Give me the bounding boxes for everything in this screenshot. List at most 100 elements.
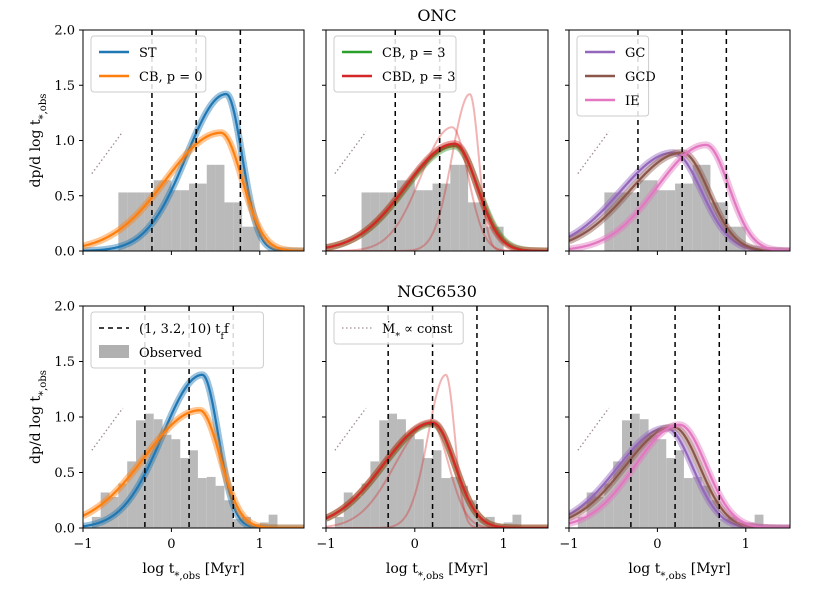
histogram-bar	[91, 516, 101, 528]
histogram-bar	[361, 483, 371, 528]
histogram-bar	[441, 183, 451, 251]
row-title: NGC6530	[397, 282, 477, 301]
model-curve-ie	[569, 423, 790, 528]
histogram-bar	[666, 458, 676, 528]
y-tick-label: 1.0	[54, 411, 75, 426]
histogram-bar	[136, 420, 145, 528]
histogram-bar	[692, 164, 702, 251]
legend-frame	[333, 311, 464, 345]
histogram-bar	[683, 478, 693, 528]
legend-label: GCD	[625, 70, 656, 85]
y-tick-label: 2.0	[54, 24, 75, 39]
const-accretion-line	[334, 407, 367, 451]
histogram-bar	[127, 192, 137, 251]
histogram-bar	[414, 439, 424, 528]
histogram-bar	[352, 496, 362, 528]
histogram-bar	[503, 522, 513, 528]
histogram-bar	[215, 485, 225, 528]
model-curve-ie	[569, 143, 790, 251]
x-tick-label: 1	[499, 537, 507, 552]
histogram-bar	[754, 514, 764, 528]
histogram-bar	[268, 514, 278, 528]
legend-label: ST	[139, 46, 157, 61]
plot-area	[569, 306, 790, 528]
histogram-bar	[153, 419, 163, 528]
y-tick-label: 2.0	[54, 300, 75, 315]
histogram-bar	[692, 476, 702, 528]
histogram-bar	[171, 439, 181, 528]
x-axis-label: log t*,obs [Myr]	[628, 561, 730, 582]
histogram-bar	[180, 458, 190, 528]
x-axis-label: log t*,obs [Myr]	[142, 561, 244, 582]
histogram-bar	[379, 192, 389, 251]
x-axis-label: log t*,obs [Myr]	[386, 561, 488, 582]
y-axis-label: dp/d log t*,obs	[28, 94, 49, 188]
histogram-bar	[388, 192, 398, 251]
const-accretion-line	[577, 131, 610, 175]
x-tick-label: 1	[742, 537, 750, 552]
histogram-bar	[485, 516, 495, 528]
histogram-bar	[423, 190, 433, 251]
x-tick-label: 0	[167, 537, 175, 552]
panel-1-2: ONC CB, p = 3 CBD, p = 3	[322, 6, 549, 255]
histogram-bar	[162, 434, 172, 528]
histogram-bar	[494, 226, 504, 251]
row-title: ONC	[417, 6, 456, 25]
plot-area	[569, 30, 790, 251]
histogram-bar	[512, 514, 522, 528]
histogram-bar	[701, 164, 711, 251]
histogram-bar	[657, 439, 667, 528]
histogram-bar	[604, 192, 614, 251]
histogram-bar	[450, 476, 460, 528]
histogram-bar	[343, 492, 353, 528]
histogram-bar	[657, 190, 667, 251]
histogram-bar	[242, 516, 251, 528]
x-tick-label: −1	[73, 537, 92, 552]
histogram-bar	[259, 522, 269, 528]
y-tick-label: 1.5	[54, 79, 75, 94]
legend-label: CB, p = 0	[139, 70, 203, 85]
legend-label: GC	[625, 46, 645, 61]
histogram-bar	[250, 226, 260, 251]
panel-1-3: GC GCD IE	[565, 29, 791, 255]
x-tick-label: 1	[256, 537, 264, 552]
histogram-bar	[459, 485, 469, 528]
histogram-bar	[370, 461, 380, 528]
legend: CB, p = 3 CBD, p = 3	[333, 35, 457, 93]
histogram-bar	[361, 192, 371, 251]
y-axis-label: dp/d log t*,obs	[28, 370, 49, 464]
histogram-bar	[197, 183, 207, 251]
histogram-bar	[710, 500, 720, 528]
legend-label: Observed	[139, 346, 202, 361]
legend-frame	[90, 35, 207, 93]
x-tick-label: 0	[411, 537, 419, 552]
histogram-bar	[432, 183, 442, 251]
legend-label: IE	[625, 94, 640, 109]
const-accretion-line	[91, 407, 124, 451]
panel-2-3: −1 0 1 log t*,obs [Myr]	[559, 305, 791, 582]
legend-label: CBD, p = 3	[382, 70, 455, 85]
histogram-bar	[675, 450, 684, 528]
histogram-bar	[595, 496, 605, 528]
model-curve-cb-p0	[83, 131, 304, 251]
histogram-bar	[334, 516, 344, 528]
model-band-cbd-p3	[326, 93, 548, 251]
histogram-bar	[144, 413, 154, 528]
legend-label: Ṁ* ∝ const	[382, 320, 453, 342]
x-tick-label: 0	[653, 537, 661, 552]
histogram-bar	[189, 450, 198, 528]
histogram-bar	[719, 519, 729, 528]
const-accretion-line	[577, 407, 610, 451]
panel-1-1: 0.0 0.5 1.0 1.5 2.0 dp/d log t*,obs ST CB, p = …	[28, 24, 305, 260]
histogram-bar	[206, 164, 216, 251]
histogram-bar	[630, 413, 640, 528]
legend-swatch-observed	[99, 345, 129, 358]
histogram-bar	[675, 183, 684, 251]
histogram-bar	[459, 164, 469, 251]
y-tick-label: 0.0	[54, 245, 75, 260]
histogram-bar	[630, 192, 640, 251]
histogram-bar	[577, 516, 587, 528]
legend: Ṁ* ∝ const	[333, 311, 464, 345]
y-tick-label: 1.5	[54, 355, 75, 370]
histogram-bar	[189, 183, 198, 251]
